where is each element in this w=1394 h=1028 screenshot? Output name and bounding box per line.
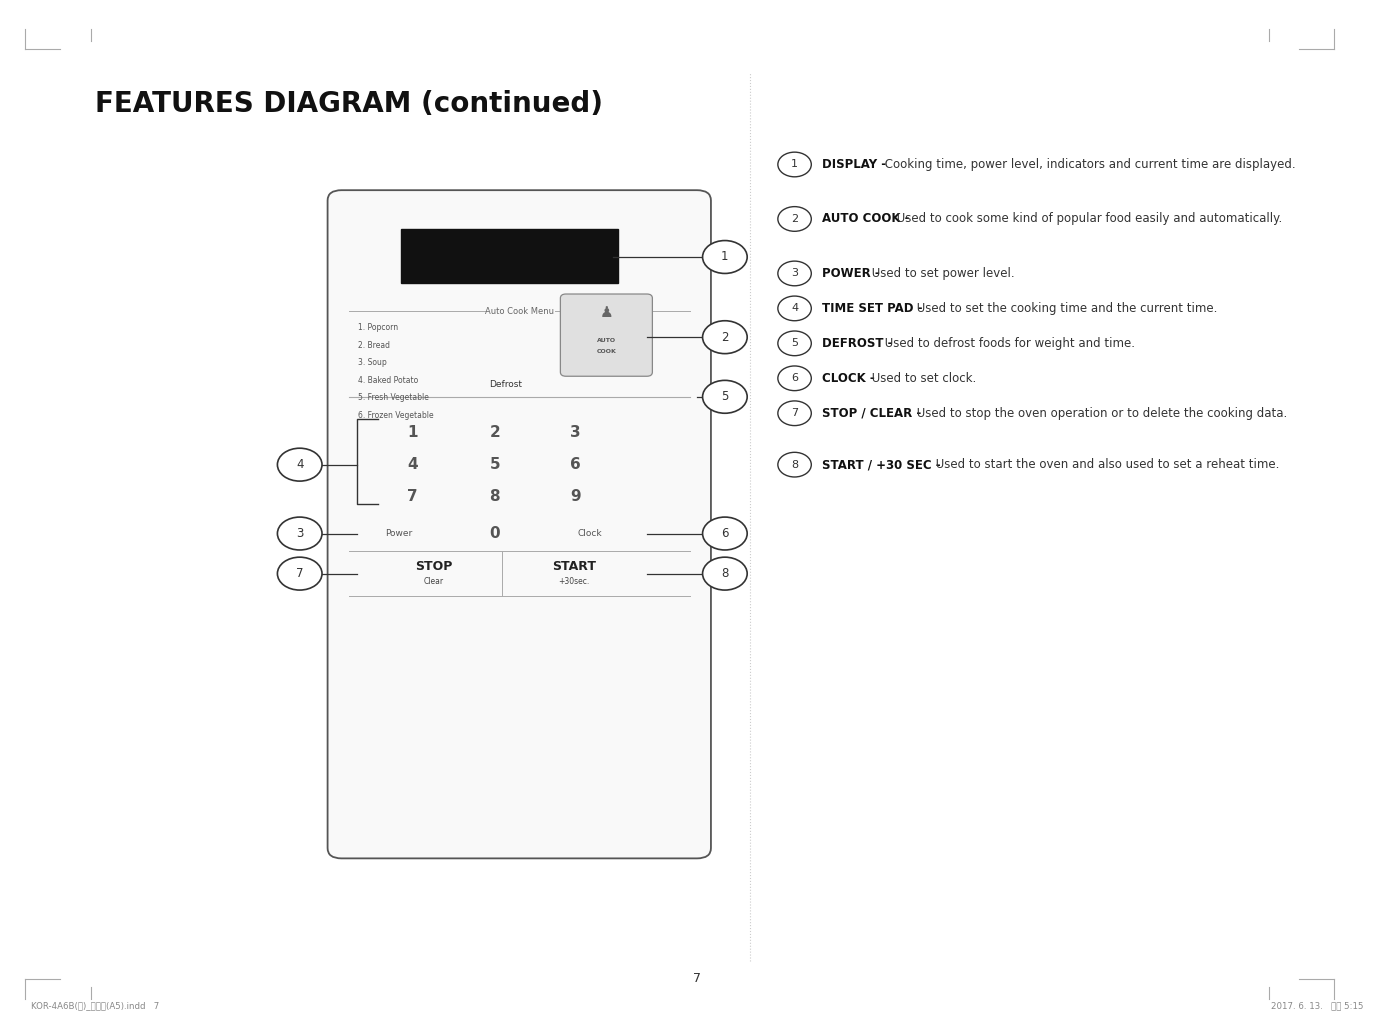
Text: 7: 7 xyxy=(693,972,701,985)
Text: Used to set power level.: Used to set power level. xyxy=(867,267,1015,280)
Text: +30sec.: +30sec. xyxy=(559,578,590,586)
Text: DEFROST -: DEFROST - xyxy=(822,337,894,350)
Text: Power: Power xyxy=(385,529,413,538)
Text: Clear: Clear xyxy=(424,578,443,586)
Text: 2017. 6. 13.   오후 5:15: 2017. 6. 13. 오후 5:15 xyxy=(1271,1001,1363,1009)
Circle shape xyxy=(277,557,322,590)
Circle shape xyxy=(778,331,811,356)
Text: 3: 3 xyxy=(790,268,799,279)
Text: CLOCK -: CLOCK - xyxy=(822,372,875,384)
Text: Defrost: Defrost xyxy=(489,379,521,389)
Text: Used to start the oven and also used to set a reheat time.: Used to start the oven and also used to … xyxy=(933,458,1280,471)
Text: DISPLAY -: DISPLAY - xyxy=(822,158,887,171)
Text: Used to set the cooking time and the current time.: Used to set the cooking time and the cur… xyxy=(913,302,1217,315)
Text: 2. Bread: 2. Bread xyxy=(358,341,390,350)
Text: Clock: Clock xyxy=(577,529,602,538)
Circle shape xyxy=(778,452,811,477)
FancyBboxPatch shape xyxy=(560,294,652,376)
Text: 5: 5 xyxy=(790,338,799,348)
Circle shape xyxy=(703,557,747,590)
Text: TIME SET PAD -: TIME SET PAD - xyxy=(822,302,923,315)
Text: COOK: COOK xyxy=(597,350,616,354)
Text: Cooking time, power level, indicators and current time are displayed.: Cooking time, power level, indicators an… xyxy=(881,158,1295,171)
Text: 8: 8 xyxy=(721,567,729,580)
Text: AUTO COOK -: AUTO COOK - xyxy=(822,213,910,225)
Text: 4. Baked Potato: 4. Baked Potato xyxy=(358,376,418,384)
Text: 9: 9 xyxy=(570,489,581,504)
Text: 1. Popcorn: 1. Popcorn xyxy=(358,324,399,332)
Text: 6: 6 xyxy=(721,527,729,540)
Text: 7: 7 xyxy=(407,489,418,504)
Text: 1: 1 xyxy=(721,251,729,263)
Text: Used to defrost foods for weight and time.: Used to defrost foods for weight and tim… xyxy=(881,337,1135,350)
Text: POWER -: POWER - xyxy=(822,267,880,280)
Text: 6. Frozen Vegetable: 6. Frozen Vegetable xyxy=(358,411,434,419)
Text: 1: 1 xyxy=(790,159,799,170)
FancyBboxPatch shape xyxy=(328,190,711,858)
Text: 7: 7 xyxy=(296,567,304,580)
Text: 2: 2 xyxy=(790,214,799,224)
Text: 1: 1 xyxy=(407,426,418,440)
Circle shape xyxy=(778,152,811,177)
Circle shape xyxy=(778,261,811,286)
Text: 8: 8 xyxy=(790,460,799,470)
Text: STOP / CLEAR -: STOP / CLEAR - xyxy=(822,407,921,419)
Text: Auto Cook Menu: Auto Cook Menu xyxy=(485,307,555,316)
Circle shape xyxy=(703,380,747,413)
Circle shape xyxy=(703,517,747,550)
Circle shape xyxy=(277,448,322,481)
Text: START: START xyxy=(552,560,597,573)
Text: 2: 2 xyxy=(489,426,500,440)
Text: 8: 8 xyxy=(489,489,500,504)
Circle shape xyxy=(277,517,322,550)
Text: AUTO: AUTO xyxy=(597,338,616,342)
Text: 6: 6 xyxy=(790,373,799,383)
Text: 4: 4 xyxy=(790,303,799,314)
Bar xyxy=(401,229,618,283)
Text: 6: 6 xyxy=(570,457,581,472)
Text: 3. Soup: 3. Soup xyxy=(358,359,388,367)
Circle shape xyxy=(778,401,811,426)
Text: 4: 4 xyxy=(296,458,304,471)
Text: STOP: STOP xyxy=(415,560,452,573)
Circle shape xyxy=(778,207,811,231)
Text: Used to stop the oven operation or to delete the cooking data.: Used to stop the oven operation or to de… xyxy=(913,407,1287,419)
Text: KOR-4A6B(영)_미주향(A5).indd   7: KOR-4A6B(영)_미주향(A5).indd 7 xyxy=(31,1001,159,1009)
Text: 2: 2 xyxy=(721,331,729,343)
Text: 4: 4 xyxy=(407,457,418,472)
Circle shape xyxy=(703,321,747,354)
Text: 7: 7 xyxy=(790,408,799,418)
Text: ♟: ♟ xyxy=(599,305,613,320)
Circle shape xyxy=(778,296,811,321)
Text: START / +30 SEC -: START / +30 SEC - xyxy=(822,458,941,471)
Text: FEATURES DIAGRAM (continued): FEATURES DIAGRAM (continued) xyxy=(95,90,602,118)
Text: Used to set clock.: Used to set clock. xyxy=(867,372,976,384)
Text: 5: 5 xyxy=(489,457,500,472)
Text: 3: 3 xyxy=(296,527,304,540)
Text: 5: 5 xyxy=(721,391,729,403)
Text: Used to cook some kind of popular food easily and automatically.: Used to cook some kind of popular food e… xyxy=(894,213,1282,225)
Text: 0: 0 xyxy=(489,526,500,541)
Circle shape xyxy=(703,241,747,273)
Text: 3: 3 xyxy=(570,426,581,440)
Text: 5. Fresh Vegetable: 5. Fresh Vegetable xyxy=(358,394,429,402)
Circle shape xyxy=(778,366,811,391)
